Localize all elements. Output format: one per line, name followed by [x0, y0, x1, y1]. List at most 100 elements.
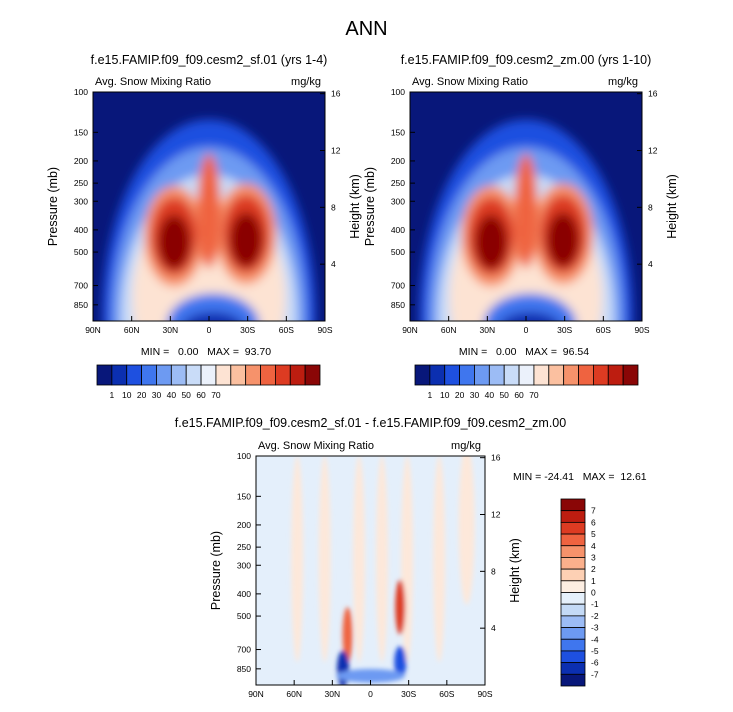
- colorbar-label: 6: [591, 517, 596, 527]
- panel-title: f.e15.FAMIP.f09_f09.cesm2_sf.01 (yrs 1-4…: [91, 53, 328, 67]
- colorbar-swatch: [503, 364, 520, 386]
- colorbar-label: 4: [591, 541, 596, 551]
- y-tick-label: 850: [237, 664, 251, 674]
- colorbar-swatch: [260, 364, 276, 386]
- colorbar-swatch: [518, 364, 535, 386]
- colorbar-swatch: [563, 364, 579, 386]
- colorbar-swatch: [111, 364, 128, 386]
- min-max-stats: MIN = -24.41 MAX = 12.61: [513, 471, 647, 483]
- colorbar-label: 3: [591, 552, 596, 562]
- y-tick-label: 200: [237, 520, 251, 530]
- y-tick-label: 250: [74, 178, 88, 188]
- diff-streak: [291, 456, 304, 663]
- y2-tick-label: 4: [331, 259, 336, 269]
- lower-region: [184, 311, 242, 321]
- colorbar-label: -2: [591, 611, 599, 621]
- y-tick-label: 150: [237, 491, 251, 501]
- x-tick-label: 90N: [248, 689, 264, 699]
- y2-tick-label: 12: [648, 146, 658, 156]
- x-tick-label: 30S: [401, 689, 416, 699]
- colorbar-swatch: [578, 364, 594, 386]
- field: [256, 456, 485, 685]
- min-max-stats: MIN = 0.00 MAX = 93.70: [141, 346, 271, 358]
- colorbar: 1 10 20 30 40 50 60 70: [414, 364, 639, 400]
- x-tick-label: 0: [524, 325, 529, 335]
- y2-axis-label: Height (km): [508, 538, 522, 603]
- panel-3: f.e15.FAMIP.f09_f09.cesm2_sf.01 - f.e15.…: [175, 416, 647, 699]
- colorbar-label: 2: [591, 564, 596, 574]
- colorbar-swatch: [560, 603, 586, 617]
- y-tick-label: 700: [391, 281, 405, 291]
- colorbar-swatch: [560, 650, 586, 664]
- colorbar-swatch: [560, 498, 586, 512]
- y-tick-label: 500: [391, 247, 405, 257]
- max-lobe: [157, 214, 191, 270]
- central-plume: [197, 153, 221, 269]
- x-tick-label: 30N: [163, 325, 179, 335]
- diff-negative: [337, 650, 350, 685]
- x-tick-label: 30S: [557, 325, 572, 335]
- colorbar-label: 20: [455, 390, 465, 400]
- figure-title: ANN: [345, 18, 388, 40]
- y-tick-label: 150: [391, 127, 405, 137]
- colorbar-swatch: [560, 673, 586, 687]
- x-tick-label: 60S: [439, 689, 454, 699]
- panel-title: f.e15.FAMIP.f09_f09.cesm2_zm.00 (yrs 1-1…: [401, 53, 652, 67]
- diff-streak: [401, 456, 414, 663]
- y2-axis-label: Height (km): [348, 174, 362, 239]
- colorbar-label: 0: [591, 588, 596, 598]
- y-tick-label: 250: [391, 178, 405, 188]
- x-tick-label: 60N: [286, 689, 302, 699]
- y2-tick-label: 16: [331, 89, 341, 99]
- y-tick-label: 300: [74, 196, 88, 206]
- y-tick-label: 100: [391, 87, 405, 97]
- colorbar-swatch: [304, 364, 321, 386]
- colorbar-swatch: [548, 364, 565, 386]
- colorbar-label: 1: [591, 576, 596, 586]
- colorbar-label: 60: [514, 390, 524, 400]
- min-max-stats: MIN = 0.00 MAX = 96.54: [459, 346, 589, 358]
- diff-positive: [342, 607, 353, 663]
- field: [93, 92, 325, 321]
- colorbar-swatch: [444, 364, 461, 386]
- colorbar-swatch: [141, 364, 157, 386]
- colorbar-label: 5: [591, 529, 596, 539]
- colorbar-swatch: [126, 364, 142, 386]
- colorbar-label: -5: [591, 646, 599, 656]
- y2-tick-label: 4: [491, 623, 496, 633]
- y-tick-label: 100: [237, 451, 251, 461]
- y-tick-label: 200: [391, 156, 405, 166]
- x-tick-label: 90N: [85, 325, 101, 335]
- x-tick-label: 30N: [325, 689, 341, 699]
- x-tick-label: 60N: [124, 325, 140, 335]
- x-tick-label: 90N: [402, 325, 418, 335]
- y-tick-label: 700: [74, 281, 88, 291]
- colorbar-swatch: [560, 592, 586, 605]
- x-tick-label: 0: [368, 689, 373, 699]
- panel-2: f.e15.FAMIP.f09_f09.cesm2_zm.00 (yrs 1-1…: [363, 53, 679, 400]
- colorbar-swatch: [414, 364, 431, 386]
- variable-label: Avg. Snow Mixing Ratio: [258, 440, 374, 452]
- y-tick-label: 400: [74, 225, 88, 235]
- colorbar-swatch: [274, 364, 291, 386]
- y-tick-label: 850: [74, 300, 88, 310]
- colorbar-swatch: [560, 580, 586, 593]
- colorbar-swatch: [474, 364, 490, 386]
- colorbar-swatch: [560, 627, 586, 640]
- x-tick-label: 60N: [441, 325, 457, 335]
- colorbar-swatch: [289, 364, 306, 386]
- colorbar-label: 20: [137, 390, 147, 400]
- colorbar-label: 1: [109, 390, 114, 400]
- x-tick-label: 30N: [480, 325, 496, 335]
- diff-streak: [353, 456, 366, 663]
- colorbar-label: 10: [440, 390, 450, 400]
- colorbar-label: 40: [167, 390, 177, 400]
- colorbar-swatch: [488, 364, 505, 386]
- y-tick-label: 400: [391, 225, 405, 235]
- y-tick-label: 250: [237, 542, 251, 552]
- x-tick-label: 60S: [596, 325, 611, 335]
- diff-streak: [375, 456, 388, 663]
- colorbar-label: 40: [485, 390, 495, 400]
- colorbar-swatch: [560, 557, 586, 570]
